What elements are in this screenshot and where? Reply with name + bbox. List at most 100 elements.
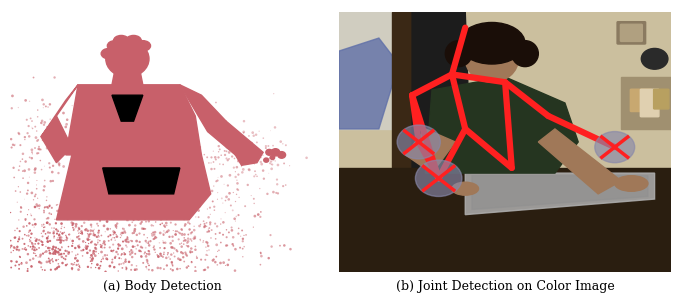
Point <box>44 148 55 153</box>
Point <box>140 239 151 243</box>
Circle shape <box>264 158 268 162</box>
Point <box>123 218 134 223</box>
Point <box>54 163 65 168</box>
Point <box>140 204 151 208</box>
Point <box>160 230 171 235</box>
Point <box>53 251 64 255</box>
Point <box>248 196 259 201</box>
Point <box>86 253 97 258</box>
Point <box>17 157 28 162</box>
Point <box>96 233 107 238</box>
Point <box>198 219 209 223</box>
Point <box>89 252 100 256</box>
Point <box>237 254 248 259</box>
Point <box>140 219 151 224</box>
Point <box>66 262 77 266</box>
Point <box>70 246 81 250</box>
Point <box>12 200 22 204</box>
Point <box>243 141 254 146</box>
Circle shape <box>416 160 462 197</box>
Point <box>59 225 70 230</box>
Point <box>54 264 64 269</box>
Ellipse shape <box>135 41 151 51</box>
Point <box>86 258 97 263</box>
Point <box>9 175 20 180</box>
Point <box>78 247 89 252</box>
Point <box>237 236 248 241</box>
Point <box>203 229 214 234</box>
Point <box>253 212 264 217</box>
Point <box>201 220 212 225</box>
Point <box>42 220 53 225</box>
FancyBboxPatch shape <box>338 11 672 273</box>
Point <box>30 251 41 256</box>
Point <box>50 143 61 147</box>
Point <box>132 217 143 222</box>
Point <box>233 231 244 236</box>
Point <box>202 240 213 245</box>
Point <box>27 223 38 227</box>
Point <box>46 205 57 210</box>
Point <box>170 188 180 193</box>
Point <box>80 228 91 233</box>
Point <box>233 226 244 231</box>
Point <box>66 266 77 271</box>
Point <box>231 148 242 153</box>
Point <box>26 213 37 218</box>
Point <box>125 267 136 272</box>
Point <box>237 246 248 251</box>
Point <box>5 259 16 263</box>
Point <box>37 234 48 239</box>
Point <box>255 214 266 219</box>
Point <box>105 233 116 238</box>
Point <box>30 248 41 253</box>
Point <box>209 208 220 213</box>
Polygon shape <box>405 129 456 173</box>
Point <box>90 253 101 258</box>
Point <box>56 255 67 259</box>
Point <box>107 249 118 254</box>
Point <box>238 130 249 134</box>
Point <box>22 188 33 193</box>
Point <box>75 265 85 270</box>
Point <box>249 162 260 166</box>
Point <box>74 245 85 250</box>
Point <box>56 245 67 250</box>
Point <box>158 231 169 236</box>
Point <box>45 230 56 235</box>
Point <box>167 245 178 250</box>
Point <box>175 257 186 262</box>
Point <box>168 215 179 220</box>
Point <box>230 268 241 273</box>
Point <box>119 250 129 255</box>
Point <box>109 201 120 206</box>
Point <box>226 228 237 233</box>
Point <box>238 159 249 164</box>
Point <box>208 184 219 188</box>
Point <box>31 135 41 140</box>
Point <box>109 255 120 260</box>
Point <box>29 248 40 252</box>
Point <box>193 208 204 213</box>
Point <box>222 158 233 163</box>
Polygon shape <box>103 168 180 194</box>
Point <box>136 245 146 249</box>
Point <box>87 256 98 261</box>
Point <box>221 156 232 161</box>
Point <box>231 214 242 219</box>
Point <box>62 217 73 222</box>
Point <box>68 262 79 267</box>
Point <box>278 184 289 188</box>
Point <box>47 247 58 252</box>
Point <box>249 174 260 179</box>
Point <box>210 157 221 162</box>
Point <box>12 244 23 249</box>
Point <box>153 178 164 183</box>
Point <box>33 146 44 151</box>
Point <box>56 213 67 217</box>
Point <box>233 188 243 192</box>
Point <box>108 235 119 240</box>
Point <box>186 212 197 217</box>
Point <box>93 223 104 228</box>
Point <box>148 230 159 235</box>
